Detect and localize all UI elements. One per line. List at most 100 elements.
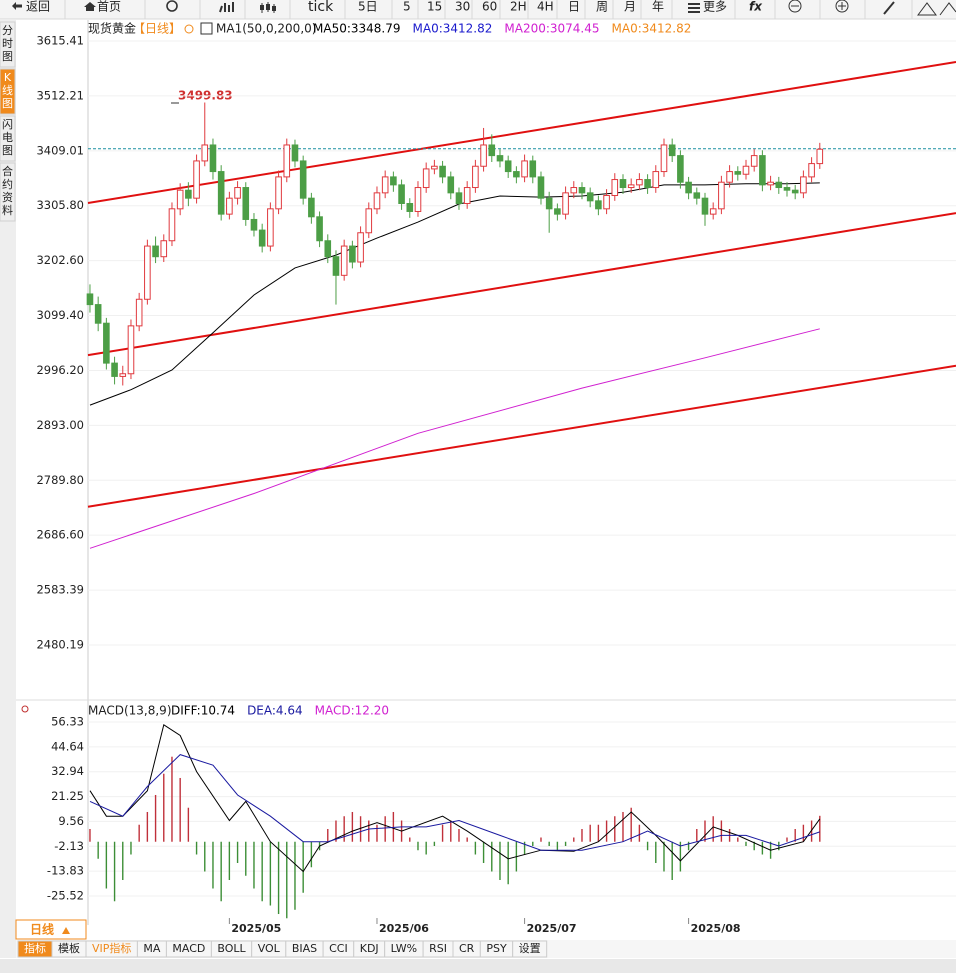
- toolbar-item[interactable]: 年: [652, 0, 664, 14]
- toolbar-item[interactable]: 15: [427, 0, 442, 14]
- y-tick-label: 2893.00: [36, 418, 84, 432]
- y-tick-label: 3512.21: [36, 88, 84, 102]
- zoom-in[interactable]: [835, 0, 849, 13]
- candle-icon[interactable]: [260, 5, 264, 10]
- candle-body: [586, 192, 594, 202]
- period-button-label[interactable]: 日线: [30, 922, 54, 937]
- side-tab-label[interactable]: 电: [2, 131, 13, 144]
- candle-body: [267, 208, 274, 247]
- bottom-tab-label[interactable]: BIAS: [292, 942, 317, 955]
- bottom-tab-label[interactable]: MACD: [172, 942, 205, 955]
- more-icon[interactable]: [688, 3, 700, 13]
- toolbar-item[interactable]: 60: [482, 0, 497, 14]
- candle-body: [185, 189, 192, 199]
- bottom-tab-label[interactable]: 指标: [24, 941, 46, 955]
- side-tab-label[interactable]: 闪: [2, 117, 13, 131]
- side-tab-label[interactable]: 线: [2, 83, 13, 97]
- toolbar-item[interactable]: 4H: [537, 0, 554, 14]
- side-tab[interactable]: [0, 162, 16, 222]
- candle-body: [627, 184, 635, 189]
- bottom-tab-label[interactable]: PSY: [486, 942, 507, 955]
- settings-icon[interactable]: [21, 705, 29, 713]
- side-tab-label[interactable]: 约: [2, 178, 13, 191]
- candle-body: [611, 179, 619, 197]
- toolbar-item[interactable]: 更多: [703, 0, 727, 14]
- indicator-icon[interactable]: [200, 22, 213, 35]
- toolbar-item[interactable]: 首页: [97, 0, 121, 14]
- period-button[interactable]: [15, 919, 87, 940]
- bottom-tab-label[interactable]: BOLL: [217, 942, 246, 955]
- candle-body: [791, 189, 799, 194]
- candle-body: [570, 187, 578, 194]
- candle-body: [701, 197, 709, 215]
- toolbar-item[interactable]: 周: [596, 0, 608, 14]
- bottom-tab-label[interactable]: CR: [459, 942, 475, 955]
- back-icon[interactable]: [12, 2, 22, 10]
- bottom-tab-label[interactable]: VIP指标: [92, 941, 131, 955]
- toolbar-item[interactable]: 2H: [510, 0, 527, 14]
- candle-body: [431, 165, 438, 170]
- bottom-tab-label[interactable]: VOL: [258, 942, 281, 955]
- side-tab[interactable]: [0, 68, 16, 115]
- side-tab-label[interactable]: 资: [2, 191, 13, 204]
- side-tab[interactable]: [0, 115, 16, 162]
- candle-body: [316, 216, 323, 242]
- toolbar-item[interactable]: 5: [403, 0, 411, 14]
- side-tab[interactable]: [0, 21, 16, 68]
- side-tab-label[interactable]: 料: [2, 203, 13, 217]
- side-tab-label[interactable]: K: [4, 71, 12, 84]
- candle-body: [718, 181, 725, 210]
- home-icon[interactable]: [84, 2, 96, 11]
- bottom-tab[interactable]: [512, 940, 548, 958]
- bottom-tab-label[interactable]: 模板: [58, 941, 80, 955]
- bottom-tab-label[interactable]: RSI: [429, 942, 447, 955]
- toolbar-item[interactable]: tick: [308, 0, 334, 15]
- period-icon[interactable]: [184, 24, 194, 34]
- y-tick-label: 44.64: [51, 739, 84, 753]
- x-tick-label: 2025/06: [379, 922, 429, 935]
- zoom-out[interactable]: [788, 0, 802, 13]
- toolbar-item[interactable]: 日: [568, 0, 580, 14]
- side-tab-label[interactable]: 时: [2, 37, 13, 50]
- toolbar-item[interactable]: 返回: [26, 0, 50, 14]
- candle-body: [258, 229, 266, 247]
- refresh-icon[interactable]: [166, 0, 178, 12]
- candle-body: [308, 197, 315, 218]
- toolbar-item[interactable]: 5日: [358, 0, 378, 14]
- side-tab-label[interactable]: 图: [2, 97, 13, 110]
- bottom-tab-label[interactable]: CCI: [329, 942, 348, 955]
- candle-body: [414, 187, 422, 212]
- ma-line: [89, 182, 820, 406]
- y-tick-label: -25.52: [47, 888, 84, 902]
- candle-body: [660, 144, 668, 173]
- toolbar-item[interactable]: 30: [455, 0, 470, 14]
- side-tab-label[interactable]: 图: [2, 144, 13, 157]
- candle-body: [496, 155, 504, 162]
- toolbar-item[interactable]: 月: [624, 0, 636, 14]
- candle-body: [86, 293, 94, 306]
- side-tab-label[interactable]: 分: [2, 24, 13, 37]
- y-tick-label: 32.94: [51, 764, 84, 778]
- shape-icons[interactable]: [917, 2, 956, 16]
- toolbar-item[interactable]: fx: [749, 0, 763, 14]
- bottom-tab-label[interactable]: 设置: [519, 942, 541, 955]
- macd-title: MACD(13,8,9): [88, 704, 172, 718]
- bottom-tab-label[interactable]: LW%: [391, 942, 417, 955]
- candle-body: [488, 144, 496, 157]
- y-tick-label: 3305.80: [36, 198, 84, 212]
- side-tab-label[interactable]: 图: [2, 50, 13, 63]
- candle-body: [726, 171, 733, 183]
- bottom-tab-label[interactable]: MA: [143, 942, 160, 955]
- bottom-tab-label[interactable]: KDJ: [360, 942, 379, 955]
- chart-icon[interactable]: [219, 2, 234, 13]
- pencil-icon[interactable]: [883, 1, 895, 15]
- candle-body: [463, 187, 471, 204]
- y-tick-label: 21.25: [51, 789, 84, 803]
- candle-body: [160, 240, 168, 258]
- side-bar: [0, 20, 16, 958]
- candle-body: [168, 208, 176, 242]
- legend-entry: MA200:3074.45: [504, 22, 599, 36]
- side-tab-label[interactable]: 合: [2, 164, 13, 178]
- y-tick-label: 3615.41: [36, 34, 84, 48]
- candle-body: [209, 144, 217, 173]
